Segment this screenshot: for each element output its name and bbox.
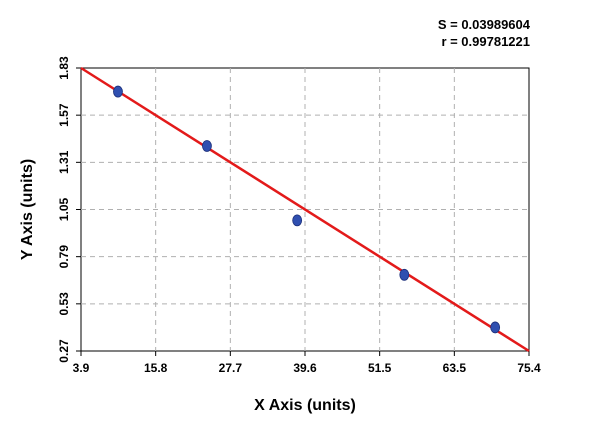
y-tick-label: 0.53 — [57, 292, 71, 316]
y-tick-label: 1.05 — [57, 197, 71, 221]
data-point — [113, 85, 123, 98]
x-tick-label: 63.5 — [443, 361, 467, 375]
y-axis-title: Y Axis (units) — [19, 159, 36, 260]
x-tick-label: 39.6 — [293, 361, 317, 375]
data-point — [490, 321, 501, 334]
data-point — [202, 140, 212, 152]
y-tick-label: 1.31 — [57, 150, 71, 174]
y-tick-label: 0.79 — [57, 245, 71, 269]
x-tick-label: 75.4 — [517, 361, 541, 375]
x-axis-title: X Axis (units) — [254, 397, 356, 414]
y-tick-label: 1.83 — [57, 56, 71, 80]
y-tick-label: 0.27 — [57, 339, 71, 363]
x-tick-label: 51.5 — [368, 361, 392, 375]
fit-line-group — [80, 66, 530, 353]
data-points — [113, 85, 501, 334]
y-tick-label: 1.57 — [57, 103, 71, 127]
statistics-block: S = 0.03989604 r = 0.99781221 — [438, 16, 530, 50]
x-tick-labels: 3.9 15.8 27.7 39.6 51.5 63.5 75.4 — [73, 351, 541, 375]
r-statistic: r = 0.99781221 — [441, 34, 530, 49]
y-tick-labels: 0.27 0.53 0.79 1.05 1.31 1.57 1.83 — [57, 56, 81, 363]
data-point — [292, 214, 303, 227]
data-point — [399, 268, 410, 281]
x-tick-label: 27.7 — [219, 361, 243, 375]
s-statistic: S = 0.03989604 — [437, 17, 530, 32]
x-tick-label: 15.8 — [144, 361, 168, 375]
x-tick-label: 3.9 — [73, 361, 90, 375]
regression-line — [80, 66, 530, 353]
